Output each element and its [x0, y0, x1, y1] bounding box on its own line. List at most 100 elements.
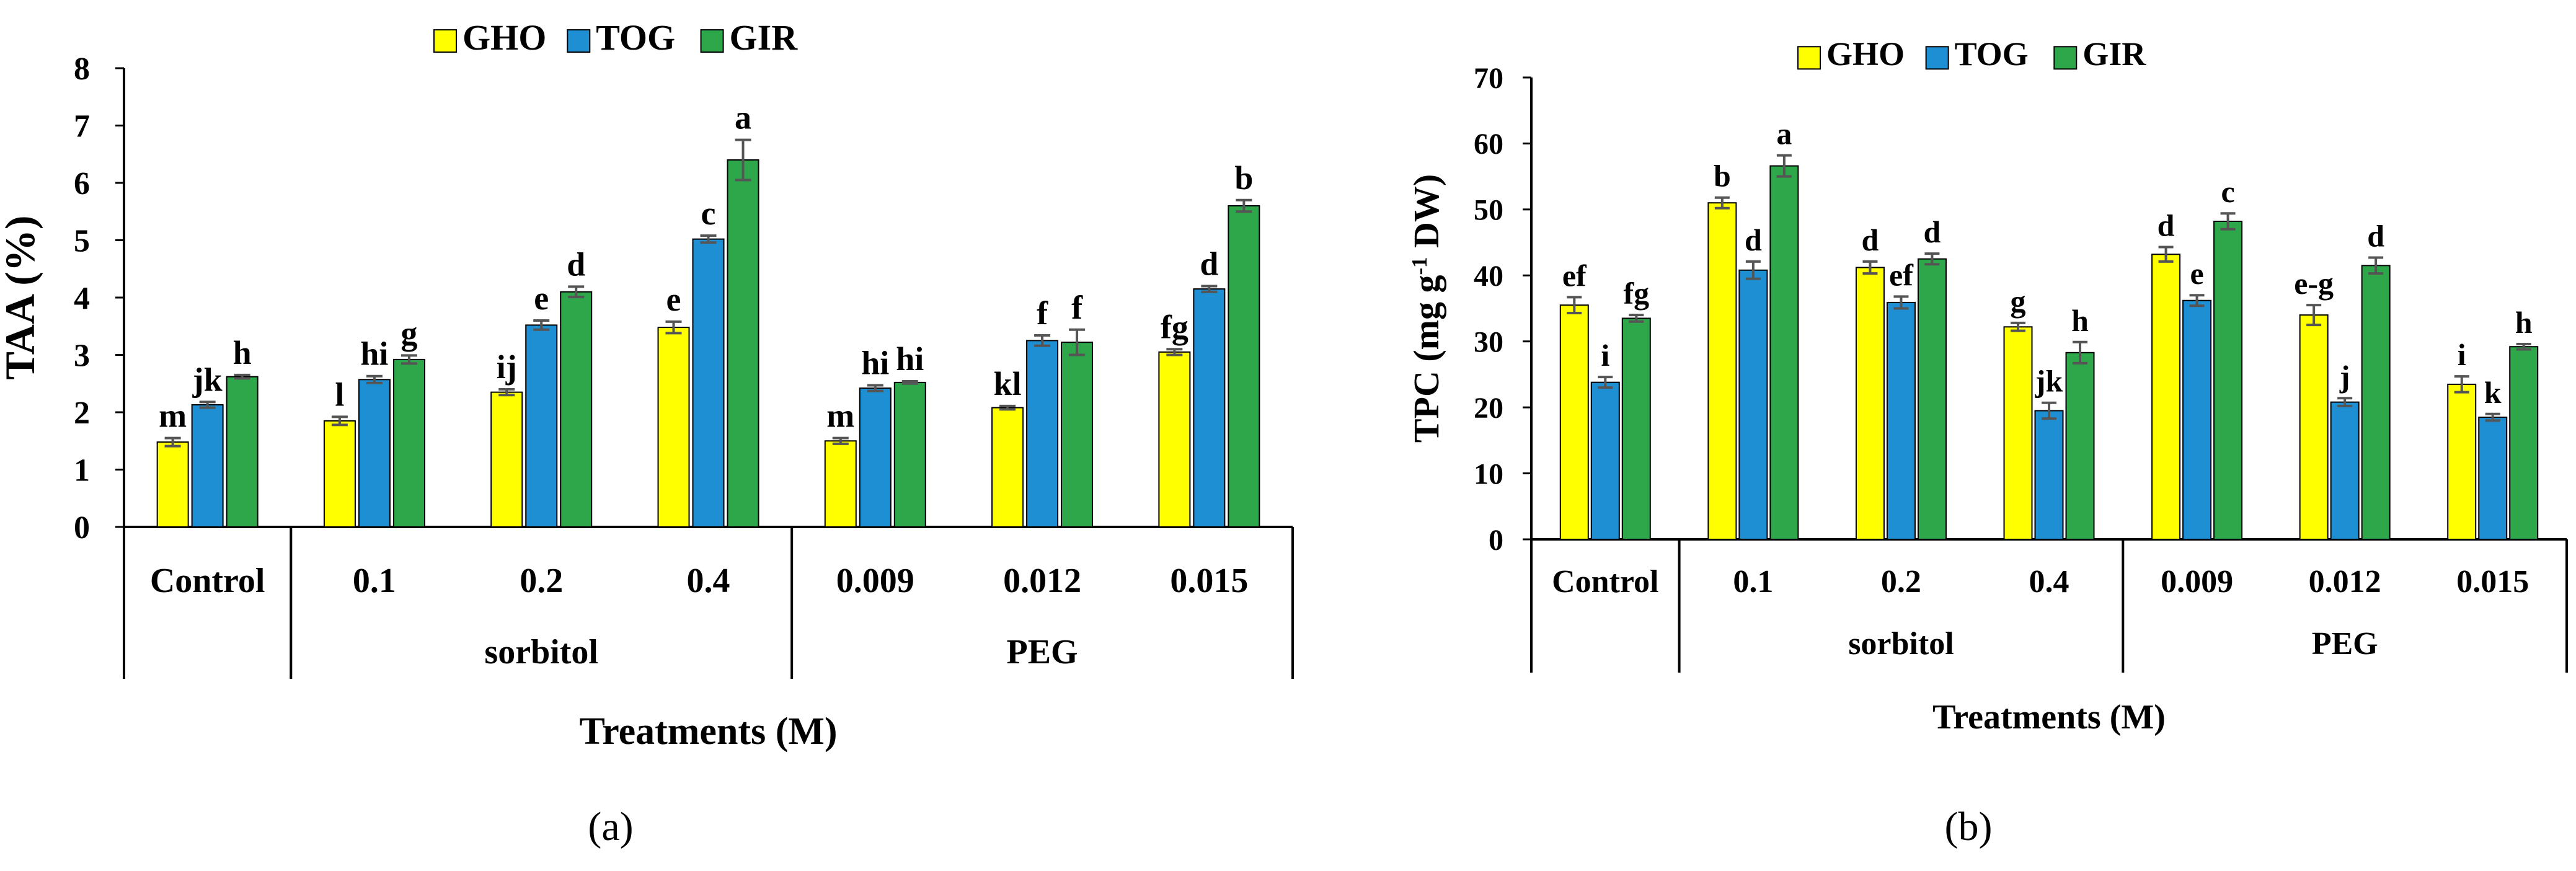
y-tick-label: 50 — [1474, 194, 1503, 227]
significance-letter: e — [2190, 256, 2203, 291]
y-tick-label: 30 — [1474, 326, 1503, 359]
bar-gho — [1559, 304, 1589, 540]
significance-letter: b — [1714, 159, 1731, 193]
y-tick-label: 10 — [1474, 458, 1503, 490]
category-label: 0.2 — [520, 562, 563, 600]
legend-swatch-gho — [1797, 46, 1821, 70]
significance-letter: e — [666, 281, 681, 318]
significance-letter: f — [1071, 289, 1083, 326]
y-tick-label: 1 — [74, 453, 90, 489]
category-label: 0.2 — [1881, 564, 1921, 599]
bar-gir — [392, 358, 425, 528]
category-label: 0.1 — [353, 562, 396, 600]
bar-tog — [2182, 299, 2212, 540]
significance-letter: m — [826, 397, 854, 435]
bar-tog — [191, 404, 224, 528]
y-axis-title: TAA (%) — [0, 215, 43, 379]
category-label: 0.012 — [2309, 564, 2381, 599]
y-tick-label: 60 — [1474, 128, 1503, 161]
bar-tog — [692, 238, 725, 528]
legend-label: GHO — [1826, 35, 1905, 73]
bar-gir — [1621, 317, 1651, 540]
x-axis-title: Treatments (M) — [1932, 698, 2166, 736]
bar-gho — [2299, 314, 2329, 540]
legend-label: TOG — [596, 17, 675, 58]
group-label: sorbitol — [1848, 626, 1954, 661]
group-label: PEG — [2312, 626, 2378, 661]
legend-swatch-gir — [2053, 46, 2078, 70]
y-tick-label: 0 — [1489, 524, 1503, 557]
group-label: PEG — [1007, 633, 1078, 671]
bar-gho — [1158, 351, 1191, 528]
significance-letter: i — [1601, 338, 1609, 373]
significance-letter: d — [567, 245, 585, 283]
bar-tog — [1738, 269, 1768, 540]
bar-gir — [226, 376, 259, 528]
legend-swatch-tog — [1925, 46, 1949, 70]
legend-label: GHO — [463, 17, 546, 58]
y-tick-label: 40 — [1474, 260, 1503, 293]
y-tick-label: 0 — [74, 510, 90, 546]
significance-letter: d — [1862, 223, 1879, 257]
significance-letter: a — [1776, 117, 1792, 151]
significance-letter: hi — [861, 345, 889, 382]
category-label: Control — [150, 562, 265, 600]
significance-letter: b — [1234, 159, 1253, 197]
legend-swatch-gho — [433, 29, 457, 53]
significance-letter: l — [335, 376, 344, 413]
significance-letter: h — [233, 334, 252, 371]
y-tick-label: 2 — [74, 396, 90, 431]
significance-letter: c — [701, 195, 716, 232]
significance-letter: h — [2515, 305, 2533, 340]
significance-letter: d — [1745, 223, 1762, 257]
y-tick-label: 70 — [1474, 62, 1503, 95]
significance-letter: d — [1200, 245, 1218, 283]
bar-tog — [1193, 288, 1226, 528]
bar-gho — [991, 407, 1024, 528]
category-label: 0.009 — [2161, 564, 2233, 599]
bar-gir — [2213, 221, 2243, 540]
bar-gho — [1707, 202, 1737, 540]
legend-label: TOG — [1955, 35, 2029, 73]
bar-gir — [2065, 351, 2095, 540]
bar-tog — [358, 379, 391, 528]
bar-gho — [156, 441, 189, 528]
category-label: 0.015 — [1170, 562, 1248, 600]
bar-tog — [1026, 340, 1059, 528]
significance-letter: hi — [896, 340, 924, 378]
bar-gir — [893, 381, 926, 528]
bar-gho — [490, 391, 523, 528]
bar-tog — [2330, 401, 2360, 541]
bar-tog — [1886, 301, 1916, 540]
significance-letter: fg — [1161, 308, 1188, 345]
bar-gho — [2151, 254, 2181, 540]
legend-swatch-tog — [567, 29, 591, 53]
significance-letter: d — [1924, 214, 1941, 249]
legend-label: GIR — [730, 17, 799, 58]
bar-gho — [1855, 267, 1885, 540]
bar-gir — [1769, 165, 1799, 541]
significance-letter: fg — [1623, 276, 1649, 311]
y-axis-title-superscript: -1 — [1407, 257, 1432, 275]
bar-gho — [657, 327, 690, 528]
bar-tog — [2478, 417, 2508, 540]
panel-b-tpc-chart: 010203040506070efifgControlbda0.1defd0.2… — [1406, 35, 2568, 849]
bar-gho — [2447, 383, 2477, 541]
bar-gir — [1228, 205, 1260, 528]
panel-a-taa-chart: 012345678mjkhControllhig0.1ijed0.2eca0.4… — [0, 17, 1294, 849]
y-tick-label: 3 — [74, 338, 90, 374]
significance-letter: h — [2071, 303, 2089, 338]
category-label: 0.4 — [687, 562, 730, 600]
bar-gir — [727, 159, 759, 528]
bar-tog — [2034, 410, 2064, 541]
significance-letter: e-g — [2294, 266, 2334, 301]
y-tick-label: 20 — [1474, 392, 1503, 425]
significance-letter: j — [2339, 359, 2350, 394]
significance-letter: hi — [360, 335, 388, 373]
significance-letter: d — [2158, 208, 2175, 243]
bar-gho — [2003, 326, 2033, 540]
legend-swatch-gir — [700, 29, 724, 53]
y-axis-title-part: DW) — [1406, 174, 1446, 257]
bar-gir — [2361, 265, 2391, 540]
